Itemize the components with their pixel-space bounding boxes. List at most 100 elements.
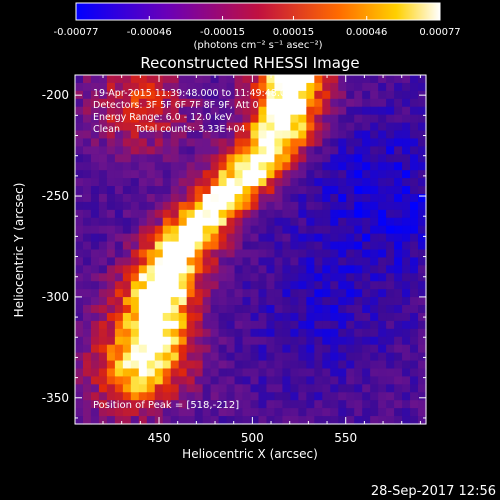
heatmap-cell: [210, 90, 220, 100]
heatmap-cell: [210, 217, 220, 227]
heatmap-cell: [386, 130, 395, 140]
heatmap-cell: [178, 392, 188, 401]
heatmap-cell: [418, 225, 427, 235]
heatmap-cell: [274, 233, 284, 243]
heatmap-cell: [75, 297, 84, 306]
heatmap-cell: [138, 233, 148, 243]
heatmap-cell: [75, 154, 84, 163]
heatmap-cell: [146, 289, 156, 298]
heatmap-cell: [322, 289, 331, 298]
heatmap-cell: [410, 154, 419, 163]
heatmap-cell: [98, 265, 108, 274]
heatmap-cell: [258, 265, 268, 274]
heatmap-cell: [282, 360, 291, 370]
heatmap-cell: [114, 352, 124, 362]
heatmap-cell: [418, 273, 427, 282]
heatmap-cell: [162, 217, 172, 227]
heatmap-cell: [282, 233, 291, 243]
heatmap-cell: [370, 281, 379, 290]
heatmap-cell: [274, 106, 284, 116]
heatmap-cell: [362, 320, 371, 330]
heatmap-cell: [322, 233, 331, 243]
heatmap-cell: [410, 408, 419, 417]
heatmap-cell: [298, 90, 307, 100]
heatmap-cell: [75, 186, 84, 195]
heatmap-cell: [186, 416, 196, 425]
heatmap-cell: [338, 265, 347, 274]
heatmap-cell: [362, 392, 371, 401]
heatmap-cell: [298, 352, 307, 362]
heatmap-cell: [210, 122, 220, 132]
heatmap-cell: [122, 297, 132, 306]
heatmap-cell: [202, 257, 212, 266]
heatmap-cell: [146, 98, 156, 108]
heatmap-cell: [370, 273, 379, 282]
heatmap-cell: [338, 146, 347, 155]
heatmap-cell: [106, 289, 116, 298]
heatmap-cell: [130, 114, 140, 124]
heatmap-cell: [90, 265, 100, 274]
heatmap-cell: [282, 106, 291, 116]
heatmap-cell: [282, 368, 291, 378]
heatmap-cell: [75, 201, 84, 211]
heatmap-cell: [250, 122, 260, 132]
heatmap-cell: [234, 114, 244, 124]
heatmap-cell: [354, 408, 363, 417]
heatmap-cell: [370, 352, 379, 362]
heatmap-cell: [186, 154, 196, 163]
heatmap-cell: [154, 336, 164, 346]
heatmap-cell: [130, 320, 140, 330]
heatmap-cell: [75, 273, 84, 282]
heatmap-cell: [98, 233, 108, 243]
heatmap-cell: [354, 154, 363, 163]
heatmap-cell: [378, 249, 387, 259]
heatmap-cell: [146, 320, 156, 330]
heatmap-cell: [138, 90, 148, 100]
heatmap-cell: [138, 416, 148, 425]
heatmap-cell: [90, 328, 100, 338]
heatmap-cell: [98, 241, 108, 251]
heatmap-cell: [122, 106, 132, 116]
heatmap-cell: [250, 201, 260, 211]
heatmap-cell: [75, 360, 84, 370]
heatmap-cell: [218, 170, 228, 179]
heatmap-cell: [298, 368, 307, 378]
heatmap-cell: [186, 384, 196, 393]
heatmap-cell: [170, 146, 180, 155]
heatmap-cell: [378, 122, 387, 132]
heatmap-cell: [418, 305, 427, 314]
heatmap-cell: [290, 257, 299, 266]
heatmap-cell: [298, 408, 307, 417]
heatmap-cell: [378, 257, 387, 266]
heatmap-cell: [202, 281, 212, 290]
heatmap-cell: [402, 154, 411, 163]
heatmap-cell: [306, 233, 315, 243]
heatmap-cell: [362, 344, 371, 354]
heatmap-cell: [394, 336, 403, 346]
heatmap-cell: [386, 305, 395, 314]
heatmap-cell: [314, 384, 323, 393]
heatmap-cell: [170, 233, 180, 243]
heatmap-cell: [346, 416, 355, 425]
heatmap-cell: [170, 273, 180, 282]
heatmap-cell: [162, 154, 172, 163]
heatmap-cell: [226, 336, 236, 346]
heatmap-cell: [410, 305, 419, 314]
heatmap-cell: [106, 90, 116, 100]
heatmap-cell: [146, 352, 156, 362]
heatmap-cell: [306, 360, 315, 370]
heatmap-cell: [418, 193, 427, 203]
heatmap-cell: [250, 392, 260, 401]
heatmap-cell: [306, 122, 315, 132]
heatmap-cell: [234, 225, 244, 235]
heatmap-cell: [418, 312, 427, 322]
heatmap-cell: [170, 178, 180, 187]
heatmap-cell: [194, 344, 204, 354]
heatmap-cell: [378, 98, 387, 108]
heatmap-cell: [98, 408, 108, 417]
heatmap-cell: [226, 170, 236, 179]
heatmap-cell: [90, 360, 100, 370]
heatmap-cell: [386, 408, 395, 417]
heatmap-cell: [226, 289, 236, 298]
heatmap-cell: [226, 209, 236, 219]
